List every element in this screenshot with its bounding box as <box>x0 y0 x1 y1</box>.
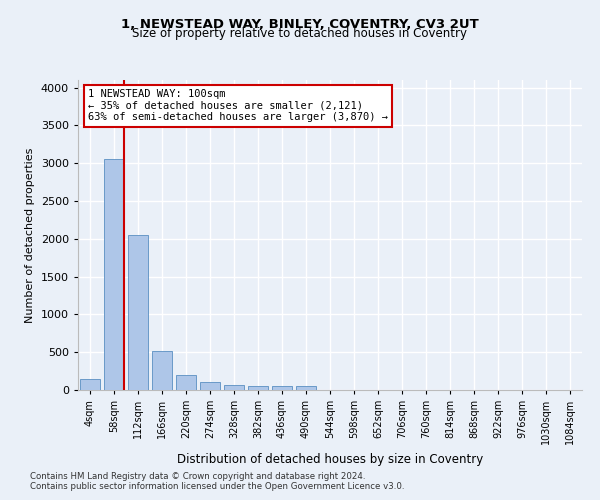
Bar <box>224 384 244 390</box>
X-axis label: Distribution of detached houses by size in Coventry: Distribution of detached houses by size … <box>177 452 483 466</box>
Text: Size of property relative to detached houses in Coventry: Size of property relative to detached ho… <box>133 28 467 40</box>
Bar <box>248 386 268 390</box>
Text: Contains public sector information licensed under the Open Government Licence v3: Contains public sector information licen… <box>30 482 404 491</box>
Y-axis label: Number of detached properties: Number of detached properties <box>25 148 35 322</box>
Bar <box>272 386 292 390</box>
Text: 1 NEWSTEAD WAY: 100sqm
← 35% of detached houses are smaller (2,121)
63% of semi-: 1 NEWSTEAD WAY: 100sqm ← 35% of detached… <box>88 90 388 122</box>
Text: Contains HM Land Registry data © Crown copyright and database right 2024.: Contains HM Land Registry data © Crown c… <box>30 472 365 481</box>
Bar <box>128 235 148 390</box>
Bar <box>152 350 172 390</box>
Bar <box>200 382 220 390</box>
Bar <box>176 375 196 390</box>
Bar <box>296 386 316 390</box>
Bar <box>104 160 124 390</box>
Text: 1, NEWSTEAD WAY, BINLEY, COVENTRY, CV3 2UT: 1, NEWSTEAD WAY, BINLEY, COVENTRY, CV3 2… <box>121 18 479 30</box>
Bar <box>80 378 100 390</box>
